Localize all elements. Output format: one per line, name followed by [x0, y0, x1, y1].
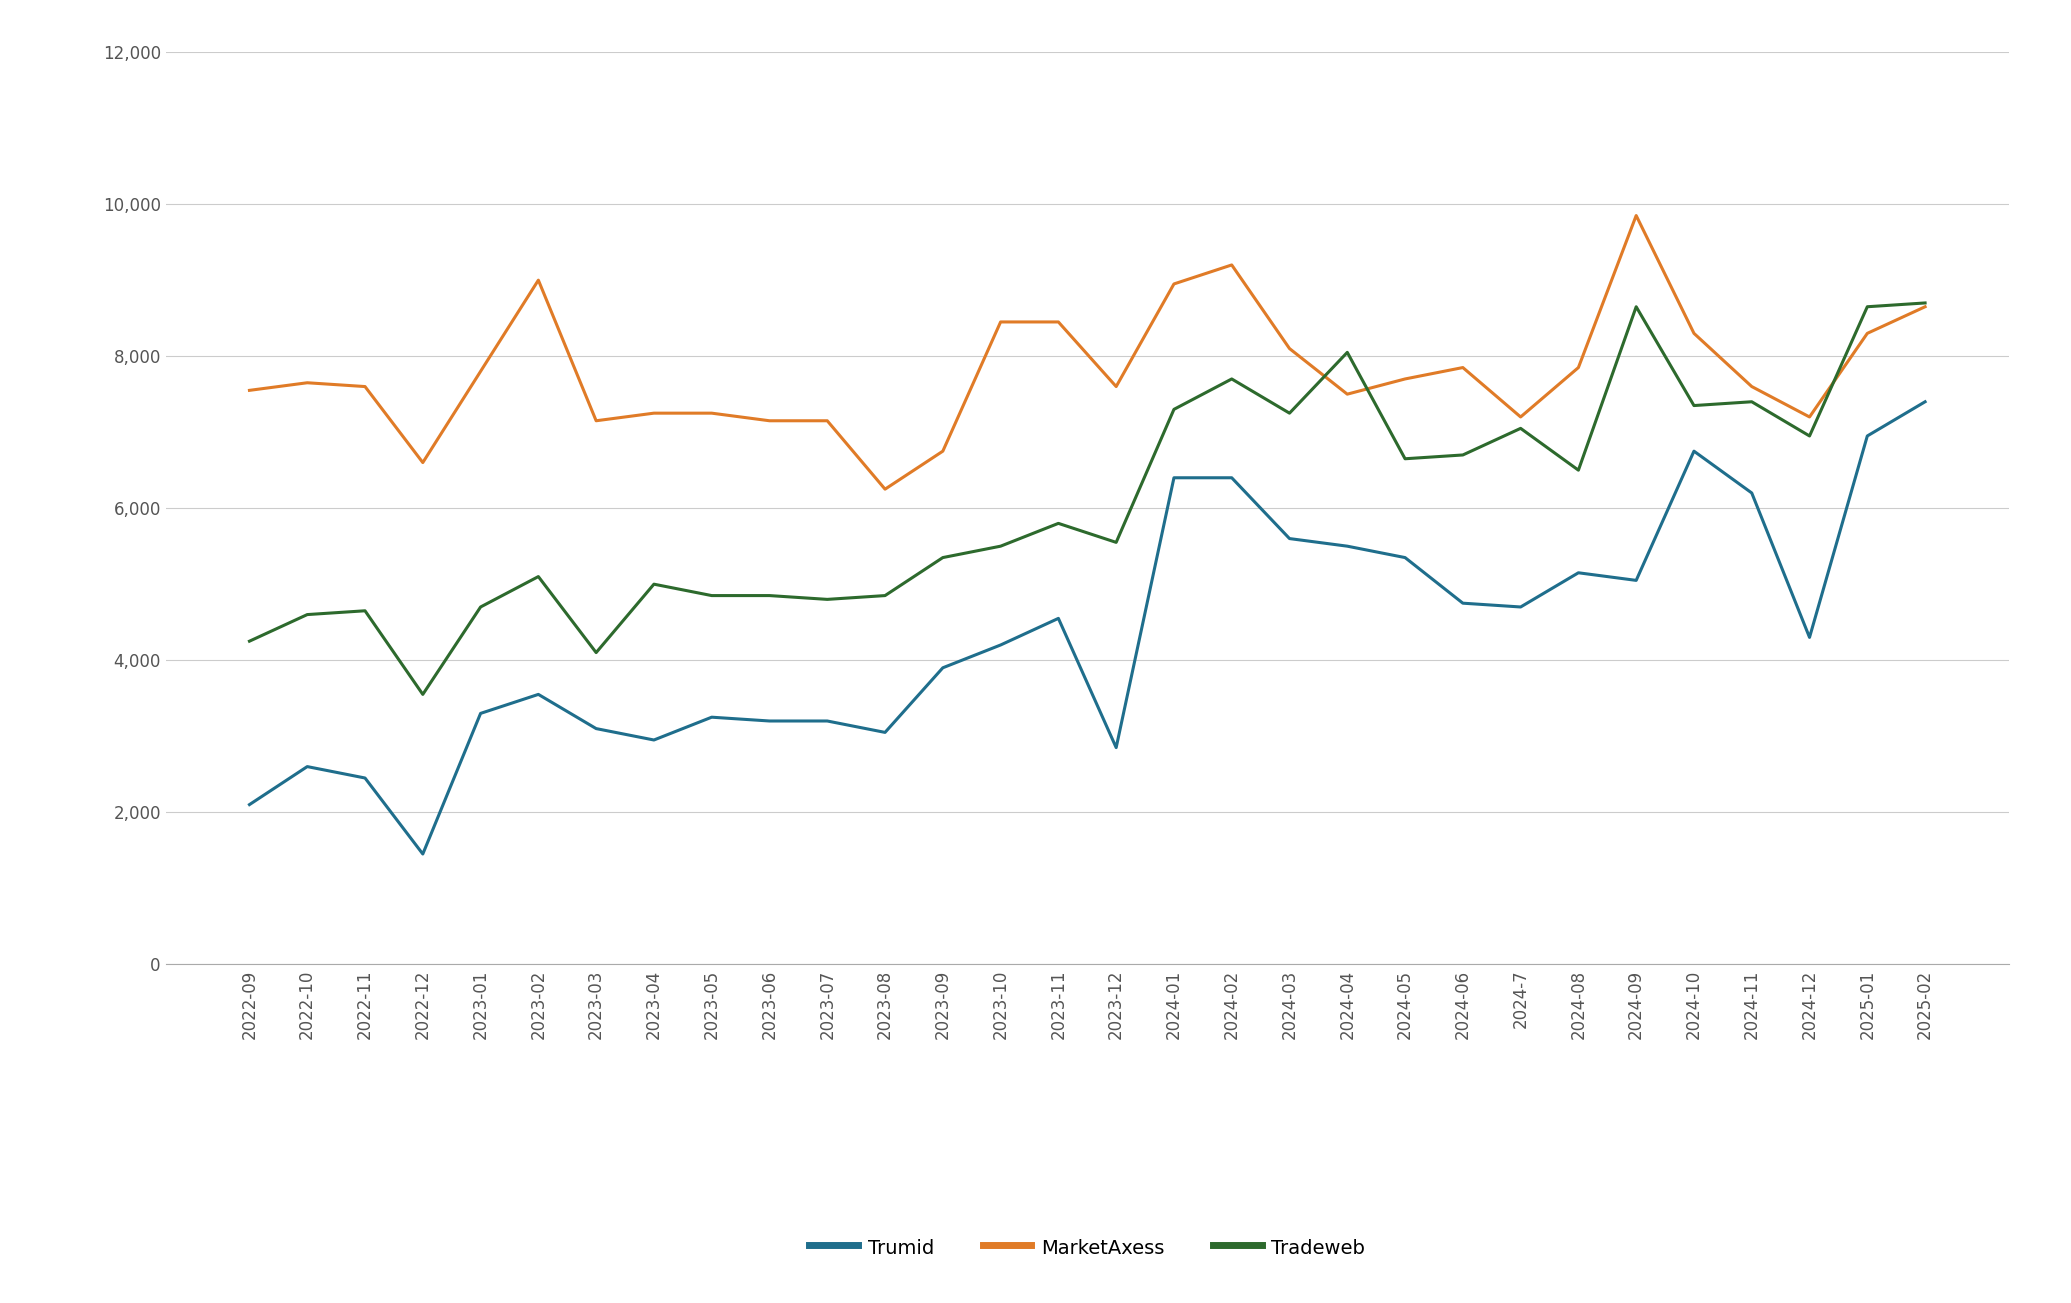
Line: Trumid: Trumid: [249, 401, 1926, 853]
Tradeweb: [352, 603, 377, 619]
Tradeweb: [1220, 371, 1245, 387]
MarketAxess: [1508, 409, 1533, 425]
MarketAxess: [294, 375, 319, 391]
Trumid: [1798, 629, 1822, 645]
Trumid: [1392, 550, 1417, 566]
MarketAxess: [872, 481, 897, 496]
Trumid: [988, 637, 1013, 653]
Tradeweb: [236, 633, 261, 649]
MarketAxess: [1740, 379, 1764, 395]
Trumid: [236, 796, 261, 813]
Trumid: [1856, 429, 1880, 444]
Trumid: [814, 713, 839, 728]
MarketAxess: [1682, 326, 1707, 341]
Tradeweb: [1162, 401, 1187, 417]
Tradeweb: [294, 607, 319, 623]
Tradeweb: [1508, 421, 1533, 437]
MarketAxess: [410, 455, 435, 470]
MarketAxess: [1566, 360, 1591, 375]
Trumid: [410, 846, 435, 861]
MarketAxess: [642, 405, 667, 421]
Tradeweb: [930, 550, 955, 566]
MarketAxess: [988, 314, 1013, 330]
Tradeweb: [410, 687, 435, 702]
MarketAxess: [700, 405, 725, 421]
MarketAxess: [758, 413, 783, 429]
MarketAxess: [1856, 326, 1880, 341]
Tradeweb: [758, 588, 783, 603]
Tradeweb: [1856, 298, 1880, 314]
Tradeweb: [814, 592, 839, 607]
Tradeweb: [584, 645, 609, 661]
Trumid: [526, 687, 551, 702]
Trumid: [1278, 530, 1303, 546]
Trumid: [1104, 740, 1129, 756]
Tradeweb: [1624, 298, 1649, 314]
Tradeweb: [1104, 534, 1129, 550]
MarketAxess: [1220, 257, 1245, 272]
Trumid: [758, 713, 783, 728]
Tradeweb: [642, 576, 667, 592]
Trumid: [1914, 394, 1938, 409]
Tradeweb: [1798, 429, 1822, 444]
Trumid: [700, 709, 725, 724]
Tradeweb: [1046, 516, 1071, 532]
Tradeweb: [1278, 405, 1303, 421]
Trumid: [1624, 572, 1649, 588]
MarketAxess: [584, 413, 609, 429]
Tradeweb: [988, 538, 1013, 554]
Trumid: [1220, 470, 1245, 486]
Trumid: [1162, 470, 1187, 486]
MarketAxess: [1278, 341, 1303, 357]
Trumid: [872, 724, 897, 740]
MarketAxess: [352, 379, 377, 395]
MarketAxess: [468, 364, 493, 379]
Trumid: [1450, 595, 1475, 611]
MarketAxess: [1336, 386, 1361, 401]
Tradeweb: [1336, 344, 1361, 360]
MarketAxess: [1392, 371, 1417, 387]
Tradeweb: [1450, 447, 1475, 463]
Trumid: [1740, 485, 1764, 500]
MarketAxess: [1914, 298, 1938, 314]
MarketAxess: [1162, 276, 1187, 292]
MarketAxess: [1624, 207, 1649, 223]
Trumid: [1046, 611, 1071, 627]
Legend: Trumid, MarketAxess, Tradeweb: Trumid, MarketAxess, Tradeweb: [801, 1229, 1373, 1265]
Trumid: [584, 721, 609, 736]
MarketAxess: [1046, 314, 1071, 330]
Trumid: [468, 706, 493, 722]
MarketAxess: [236, 383, 261, 399]
Trumid: [1682, 443, 1707, 459]
Line: MarketAxess: MarketAxess: [249, 215, 1926, 489]
Tradeweb: [526, 569, 551, 585]
Trumid: [1508, 599, 1533, 615]
Tradeweb: [1392, 451, 1417, 466]
Tradeweb: [1682, 397, 1707, 413]
MarketAxess: [1104, 379, 1129, 395]
Trumid: [352, 770, 377, 786]
Trumid: [930, 659, 955, 675]
MarketAxess: [814, 413, 839, 429]
Tradeweb: [1914, 296, 1938, 311]
MarketAxess: [526, 272, 551, 288]
MarketAxess: [1798, 409, 1822, 425]
Trumid: [294, 758, 319, 774]
MarketAxess: [930, 443, 955, 459]
Tradeweb: [1740, 394, 1764, 409]
Tradeweb: [1566, 463, 1591, 478]
Trumid: [1336, 538, 1361, 554]
MarketAxess: [1450, 360, 1475, 375]
Tradeweb: [700, 588, 725, 603]
Trumid: [642, 732, 667, 748]
Tradeweb: [468, 599, 493, 615]
Line: Tradeweb: Tradeweb: [249, 304, 1926, 694]
Tradeweb: [872, 588, 897, 603]
Trumid: [1566, 566, 1591, 581]
